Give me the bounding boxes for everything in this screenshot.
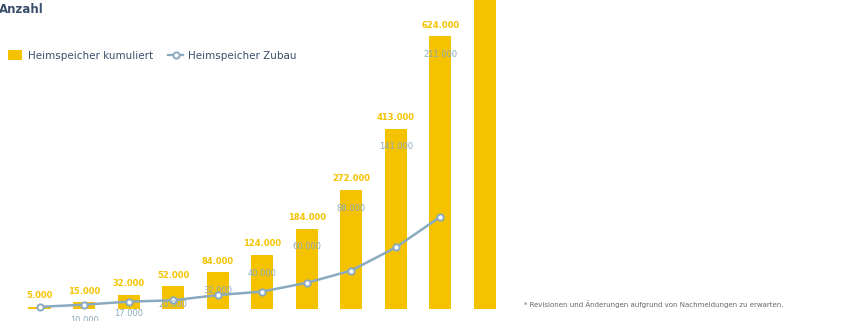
Bar xyxy=(29,307,51,309)
Text: 5.000: 5.000 xyxy=(26,291,52,300)
Text: 10.000: 10.000 xyxy=(69,316,99,321)
Text: 32.000: 32.000 xyxy=(203,286,232,295)
Text: 52.000: 52.000 xyxy=(157,271,189,280)
Bar xyxy=(251,255,273,309)
Text: Anzahl: Anzahl xyxy=(0,3,43,16)
Bar xyxy=(117,295,139,309)
Text: 88.000: 88.000 xyxy=(336,204,365,213)
Text: 60.000: 60.000 xyxy=(292,242,321,251)
Text: 17.000: 17.000 xyxy=(114,309,143,318)
Text: 84.000: 84.000 xyxy=(202,256,234,265)
Bar xyxy=(206,272,229,309)
Bar xyxy=(429,36,451,309)
Text: 20.000: 20.000 xyxy=(159,300,187,309)
Text: 624.000: 624.000 xyxy=(420,21,459,30)
Text: 413.000: 413.000 xyxy=(376,113,414,122)
Text: * Revisionen und Änderungen aufgrund von Nachmeldungen zu erwarten.: * Revisionen und Änderungen aufgrund von… xyxy=(523,300,782,308)
Bar xyxy=(339,190,362,309)
Text: 32.000: 32.000 xyxy=(112,279,144,288)
Text: 184.000: 184.000 xyxy=(287,213,325,222)
Text: 40.000: 40.000 xyxy=(247,269,276,278)
Bar xyxy=(73,302,95,309)
Text: 211.000: 211.000 xyxy=(423,50,457,59)
Bar xyxy=(162,286,184,309)
Legend: Heimspeicher kumuliert, Heimspeicher Zubau: Heimspeicher kumuliert, Heimspeicher Zub… xyxy=(3,46,300,65)
Bar xyxy=(295,229,317,309)
Text: 15.000: 15.000 xyxy=(68,287,100,296)
Bar xyxy=(384,129,406,309)
Text: 124.000: 124.000 xyxy=(243,239,281,248)
Text: 141.000: 141.000 xyxy=(378,143,412,152)
Bar xyxy=(473,0,495,309)
Text: 272.000: 272.000 xyxy=(332,175,370,184)
